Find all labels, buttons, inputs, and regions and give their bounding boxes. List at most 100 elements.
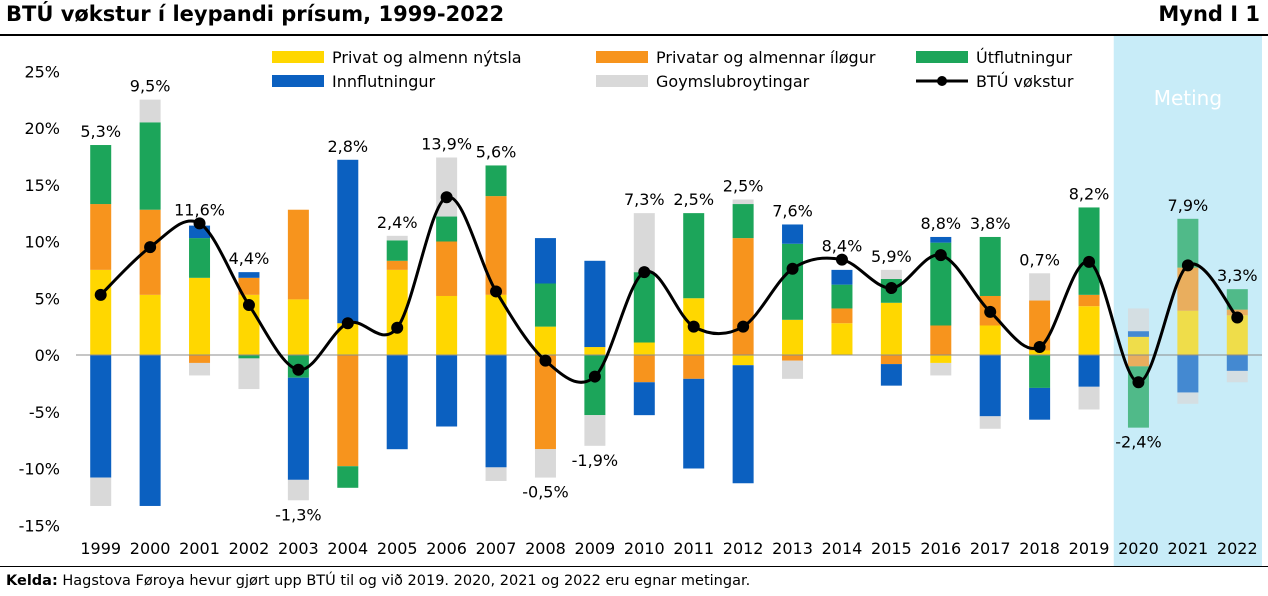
bar-segment [1226, 289, 1248, 310]
bar-segment [1029, 355, 1051, 388]
bar-segment [979, 325, 1001, 355]
bar-segment [189, 238, 211, 278]
legend-label: Privat og almenn nýtsla [332, 48, 522, 67]
gdp-growth-point [242, 299, 255, 312]
bar-segment [1078, 386, 1100, 410]
gdp-growth-point [1231, 311, 1244, 324]
bar-segment [90, 145, 112, 205]
gdp-growth-label: -2,4% [1115, 433, 1161, 452]
gdp-growth-point [1132, 376, 1145, 389]
bar-segment [534, 449, 556, 478]
bar-segment [782, 360, 804, 379]
bar-segment [287, 209, 309, 300]
bar-segment [584, 260, 606, 348]
gdp-growth-point [1083, 255, 1096, 268]
bar-segment [337, 159, 359, 324]
x-tick-label: 1999 [80, 539, 121, 558]
bar-segment [1127, 355, 1149, 367]
gdp-growth-label: -1,9% [572, 451, 618, 470]
y-tick-label: 15% [24, 176, 60, 195]
gdp-growth-point [687, 320, 700, 333]
gdp-growth-point [934, 249, 947, 262]
bar-segment [930, 362, 952, 376]
x-tick-label: 2002 [229, 539, 270, 558]
bar-segment [633, 213, 655, 273]
gdp-growth-point [588, 370, 601, 383]
x-tick-label: 2017 [970, 539, 1011, 558]
gdp-growth-label: 2,5% [673, 190, 714, 209]
gdp-growth-label: 2,8% [327, 137, 368, 156]
x-tick-label: 2003 [278, 539, 319, 558]
bar-segment [139, 355, 161, 506]
bar-segment [90, 355, 112, 478]
bar-segment [1127, 308, 1149, 332]
bar-segment [880, 364, 902, 386]
bar-segment [732, 355, 754, 366]
bar-segment [485, 467, 507, 481]
bar-segment [238, 277, 260, 295]
bar-segment [534, 238, 556, 284]
x-tick-label: 2020 [1118, 539, 1159, 558]
gdp-growth-label: 3,8% [970, 214, 1011, 233]
bar-segment [189, 277, 211, 355]
gdp-growth-label: 11,6% [174, 200, 225, 219]
bar-segment [287, 377, 309, 480]
bar-segment [683, 213, 705, 299]
bar-segment [1177, 267, 1199, 311]
gdp-growth-point [539, 354, 552, 367]
bar-segment [1177, 392, 1199, 404]
x-tick-label: 2001 [179, 539, 220, 558]
bar-segment [337, 355, 359, 467]
bar-segment [633, 272, 655, 343]
gdp-growth-label: 0,7% [1019, 250, 1060, 269]
header-divider [0, 34, 1268, 36]
gdp-growth-label: 9,5% [130, 77, 171, 96]
source-text: Hagstova Føroya hevur gjørt upp BTÚ til … [62, 573, 751, 589]
bar-segment [782, 224, 804, 244]
x-tick-label: 2010 [624, 539, 665, 558]
bar-segment [386, 235, 408, 241]
bar-segment [979, 355, 1001, 417]
bar-segment [287, 299, 309, 355]
bar-segment [930, 325, 952, 355]
x-tick-label: 2011 [673, 539, 714, 558]
y-tick-label: -15% [19, 516, 60, 535]
x-tick-label: 2022 [1217, 539, 1258, 558]
bar-segment [1226, 370, 1248, 383]
y-tick-label: 5% [35, 289, 60, 308]
gdp-growth-label: 5,6% [476, 142, 517, 161]
bar-segment [1078, 306, 1100, 355]
gdp-growth-point [737, 320, 750, 333]
x-tick-label: 2014 [822, 539, 863, 558]
legend-swatch [272, 75, 324, 87]
gdp-growth-label: 2,4% [377, 213, 418, 232]
page-title: BTÚ vøkstur í leypandi prísum, 1999-2022 [6, 2, 505, 26]
bar-segment [90, 477, 112, 506]
legend-label: BTÚ vøkstur [976, 72, 1074, 91]
x-tick-label: 2005 [377, 539, 418, 558]
bar-segment [633, 355, 655, 383]
bar-segment [782, 243, 804, 320]
gdp-growth-point [341, 317, 354, 330]
bar-segment [386, 355, 408, 450]
bar-segment [189, 355, 211, 363]
bar-segment [1127, 331, 1149, 337]
x-tick-label: 2018 [1019, 539, 1060, 558]
bar-segment [683, 355, 705, 379]
bar-segment [485, 196, 507, 295]
gdp-growth-point [490, 285, 503, 298]
bar-segment [238, 358, 260, 390]
bar-segment [238, 294, 260, 355]
gdp-growth-point [440, 191, 453, 204]
bar-segment [1078, 207, 1100, 295]
bar-segment [189, 362, 211, 376]
gdp-growth-label: 5,9% [871, 247, 912, 266]
gdp-growth-label: 8,8% [920, 214, 961, 233]
bar-segment [732, 204, 754, 239]
legend-swatch [916, 51, 968, 63]
y-tick-label: 10% [24, 233, 60, 252]
legend-swatch [596, 75, 648, 87]
x-tick-label: 2008 [525, 539, 566, 558]
x-tick-label: 2009 [575, 539, 616, 558]
gdp-growth-point [786, 262, 799, 275]
